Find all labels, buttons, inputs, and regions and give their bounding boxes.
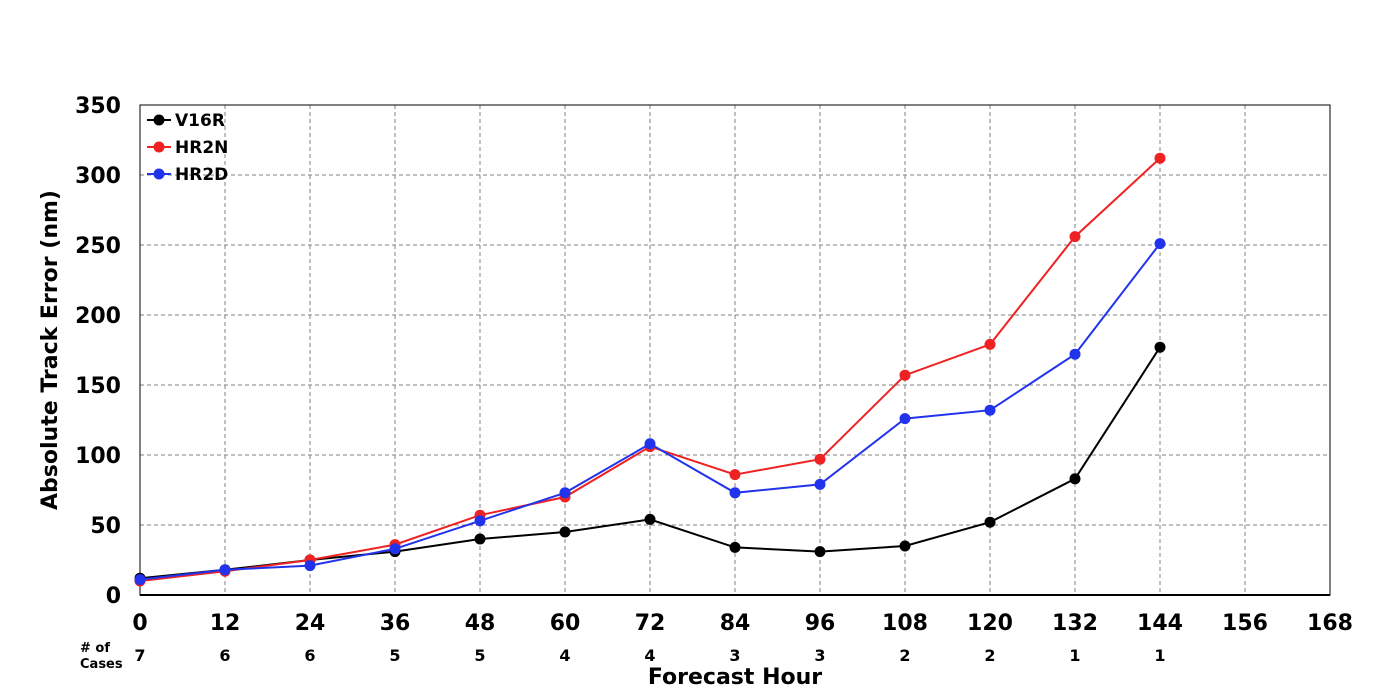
y-tick-label: 250	[75, 234, 121, 259]
case-count: 5	[389, 646, 400, 665]
data-point	[729, 469, 741, 481]
x-tick-label: 168	[1307, 611, 1353, 636]
data-point	[474, 515, 486, 527]
grid-layer	[140, 105, 1330, 595]
legend-label: HR2D	[175, 165, 228, 185]
case-count: 2	[984, 646, 995, 665]
data-point	[729, 541, 741, 553]
data-point	[389, 543, 401, 555]
x-tick-label: 84	[720, 611, 751, 636]
y-tick-label: 100	[75, 444, 121, 469]
data-point	[984, 338, 996, 350]
y-tick-label: 150	[75, 374, 121, 399]
legend-entry: V16R	[147, 111, 225, 131]
x-tick-label: 48	[465, 611, 496, 636]
data-point	[814, 546, 826, 558]
series-layer	[134, 152, 1166, 587]
data-point	[1069, 473, 1081, 485]
legend-entry: HR2N	[147, 138, 228, 158]
y-tick-label: 200	[75, 304, 121, 329]
data-point	[559, 487, 571, 499]
data-point	[1154, 152, 1166, 164]
data-point	[1069, 348, 1081, 360]
x-tick-label: 0	[132, 611, 147, 636]
data-point	[814, 453, 826, 465]
y-axis-title: Absolute Track Error (nm)	[38, 190, 63, 510]
data-point	[644, 438, 656, 450]
case-count: 1	[1069, 646, 1080, 665]
data-point	[899, 540, 911, 552]
y-tick-label: 350	[75, 94, 121, 119]
x-tick-label: 144	[1137, 611, 1183, 636]
legend: V16R HR2N HR2D	[147, 111, 228, 185]
series-hr2d	[134, 238, 1166, 586]
x-tick-label: 60	[550, 611, 581, 636]
case-count: 6	[304, 646, 315, 665]
data-point	[729, 487, 741, 499]
data-point	[474, 533, 486, 545]
case-count: 3	[814, 646, 825, 665]
case-count: 4	[559, 646, 570, 665]
y-tick-labels: 0 50 100 150 200 250 300 350	[75, 94, 121, 609]
legend-marker	[153, 168, 165, 180]
cases-row: # of Cases 7 6 6 5 5 4 4 3 3 2 2 1 1	[80, 641, 1166, 672]
x-tick-label: 36	[380, 611, 411, 636]
data-point	[814, 478, 826, 490]
cases-label-line2: Cases	[80, 657, 123, 672]
x-axis-title: Forecast Hour	[648, 665, 822, 690]
data-point	[219, 564, 231, 576]
x-tick-label: 120	[967, 611, 1013, 636]
case-count: 5	[474, 646, 485, 665]
y-tick-label: 300	[75, 164, 121, 189]
x-tick-label: 96	[805, 611, 836, 636]
x-tick-label: 132	[1052, 611, 1098, 636]
data-point	[1069, 231, 1081, 243]
case-count: 2	[899, 646, 910, 665]
legend-entry: HR2D	[147, 165, 228, 185]
data-point	[984, 516, 996, 528]
case-count: 7	[134, 646, 145, 665]
data-point	[984, 404, 996, 416]
x-tick-label: 12	[210, 611, 241, 636]
data-point	[899, 413, 911, 425]
legend-label: V16R	[175, 111, 225, 131]
x-tick-labels: 0 12 24 36 48 60 72 84 96 108 120 132 144 156 168	[132, 611, 1353, 636]
cases-label-line1: # of	[80, 641, 110, 656]
legend-label: HR2N	[175, 138, 228, 158]
x-tick-label: 72	[635, 611, 666, 636]
data-point	[899, 369, 911, 381]
data-point	[644, 513, 656, 525]
case-count: 6	[219, 646, 230, 665]
data-point	[1154, 238, 1166, 250]
x-tick-label: 108	[882, 611, 928, 636]
y-tick-label: 0	[106, 584, 121, 609]
data-point	[559, 526, 571, 538]
case-count: 1	[1154, 646, 1165, 665]
x-tick-label: 24	[295, 611, 326, 636]
legend-marker	[153, 114, 165, 126]
legend-marker	[153, 141, 165, 153]
case-count: 4	[644, 646, 655, 665]
y-tick-label: 50	[90, 514, 121, 539]
data-point	[304, 560, 316, 572]
data-point	[134, 574, 146, 586]
data-point	[1154, 341, 1166, 353]
case-count: 3	[729, 646, 740, 665]
x-tick-label: 156	[1222, 611, 1268, 636]
